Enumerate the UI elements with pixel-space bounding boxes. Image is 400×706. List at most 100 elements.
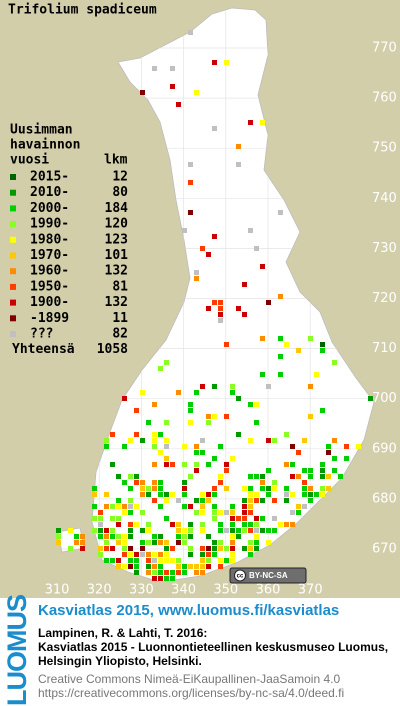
record-square	[110, 504, 115, 509]
legend-swatch	[10, 315, 16, 322]
record-square	[152, 540, 157, 545]
map-title: Trifolium spadiceum	[8, 3, 157, 18]
record-square	[272, 528, 277, 533]
record-square	[146, 564, 151, 569]
record-square	[302, 438, 307, 443]
legend-total-label: Yhteensä	[12, 342, 75, 357]
record-square	[164, 456, 169, 461]
record-square	[188, 474, 193, 479]
record-square	[194, 498, 199, 503]
record-square	[200, 570, 205, 575]
record-square	[242, 546, 247, 551]
x-axis-label: 360	[256, 583, 281, 598]
record-square	[182, 492, 187, 497]
record-square	[242, 510, 247, 515]
legend-label: 1970-	[30, 248, 69, 263]
record-square	[224, 558, 229, 563]
record-square	[260, 480, 265, 485]
record-square	[200, 438, 205, 443]
record-square	[260, 264, 265, 269]
record-square	[242, 486, 247, 491]
record-square	[248, 120, 253, 125]
record-square	[206, 498, 211, 503]
record-square	[368, 396, 373, 401]
record-square	[140, 390, 145, 395]
record-square	[152, 564, 157, 569]
record-square	[248, 504, 253, 509]
record-square	[320, 408, 325, 413]
record-square	[134, 558, 139, 563]
record-square	[230, 558, 235, 563]
record-square	[218, 522, 223, 527]
record-square	[308, 486, 313, 491]
record-square	[296, 348, 301, 353]
record-square	[170, 576, 175, 581]
record-square	[98, 528, 103, 533]
record-square	[260, 498, 265, 503]
record-square	[236, 432, 241, 437]
record-square	[116, 564, 121, 569]
headline: Kasviatlas 2015, www.luomus.fi/kasviatla…	[38, 602, 340, 619]
legend-count: 132	[105, 264, 128, 279]
record-square	[164, 546, 169, 551]
record-square	[188, 552, 193, 557]
record-square	[236, 528, 241, 533]
legend-count: 82	[112, 327, 128, 342]
record-square	[248, 528, 253, 533]
y-axis-label: 770	[372, 41, 397, 56]
record-square	[188, 402, 193, 407]
record-square	[200, 528, 205, 533]
record-square	[188, 528, 193, 533]
record-square	[122, 504, 127, 509]
record-square	[278, 354, 283, 359]
record-square	[338, 474, 343, 479]
record-square	[68, 546, 73, 551]
record-square	[284, 486, 289, 491]
record-square	[212, 126, 217, 131]
record-square	[122, 396, 127, 401]
record-square	[296, 504, 301, 509]
record-square	[140, 480, 145, 485]
record-square	[320, 348, 325, 353]
record-square	[200, 504, 205, 509]
y-axis-label: 700	[372, 391, 397, 406]
record-square	[308, 414, 313, 419]
y-axis-label: 710	[372, 341, 397, 356]
x-axis-label: 310	[45, 583, 70, 598]
record-square	[122, 510, 127, 515]
record-square	[98, 546, 103, 551]
x-axis-label: 340	[171, 583, 196, 598]
x-axis-label: 320	[87, 583, 112, 598]
record-square	[104, 438, 109, 443]
record-square	[206, 306, 211, 311]
legend-label: 2010-	[30, 185, 69, 200]
record-square	[128, 498, 133, 503]
record-square	[158, 504, 163, 509]
footer: LUOMUS Kasviatlas 2015, www.luomus.fi/ka…	[0, 595, 400, 706]
record-square	[206, 564, 211, 569]
record-square	[188, 30, 193, 35]
record-square	[122, 480, 127, 485]
record-square	[164, 516, 169, 521]
record-square	[170, 546, 175, 551]
record-square	[176, 570, 181, 575]
record-square	[230, 384, 235, 389]
record-square	[212, 540, 217, 545]
record-square	[188, 534, 193, 539]
record-square	[158, 540, 163, 545]
record-square	[248, 546, 253, 551]
record-square	[194, 564, 199, 569]
record-square	[98, 522, 103, 527]
record-square	[272, 516, 277, 521]
record-square	[110, 462, 115, 467]
record-square	[104, 444, 109, 449]
logo: LUOMUS	[2, 595, 32, 706]
record-square	[236, 396, 241, 401]
record-square	[188, 504, 193, 509]
record-square	[236, 162, 241, 167]
legend-swatch	[10, 299, 16, 306]
record-square	[254, 516, 259, 521]
record-square	[176, 534, 181, 539]
record-square	[146, 522, 151, 527]
record-square	[122, 540, 127, 545]
